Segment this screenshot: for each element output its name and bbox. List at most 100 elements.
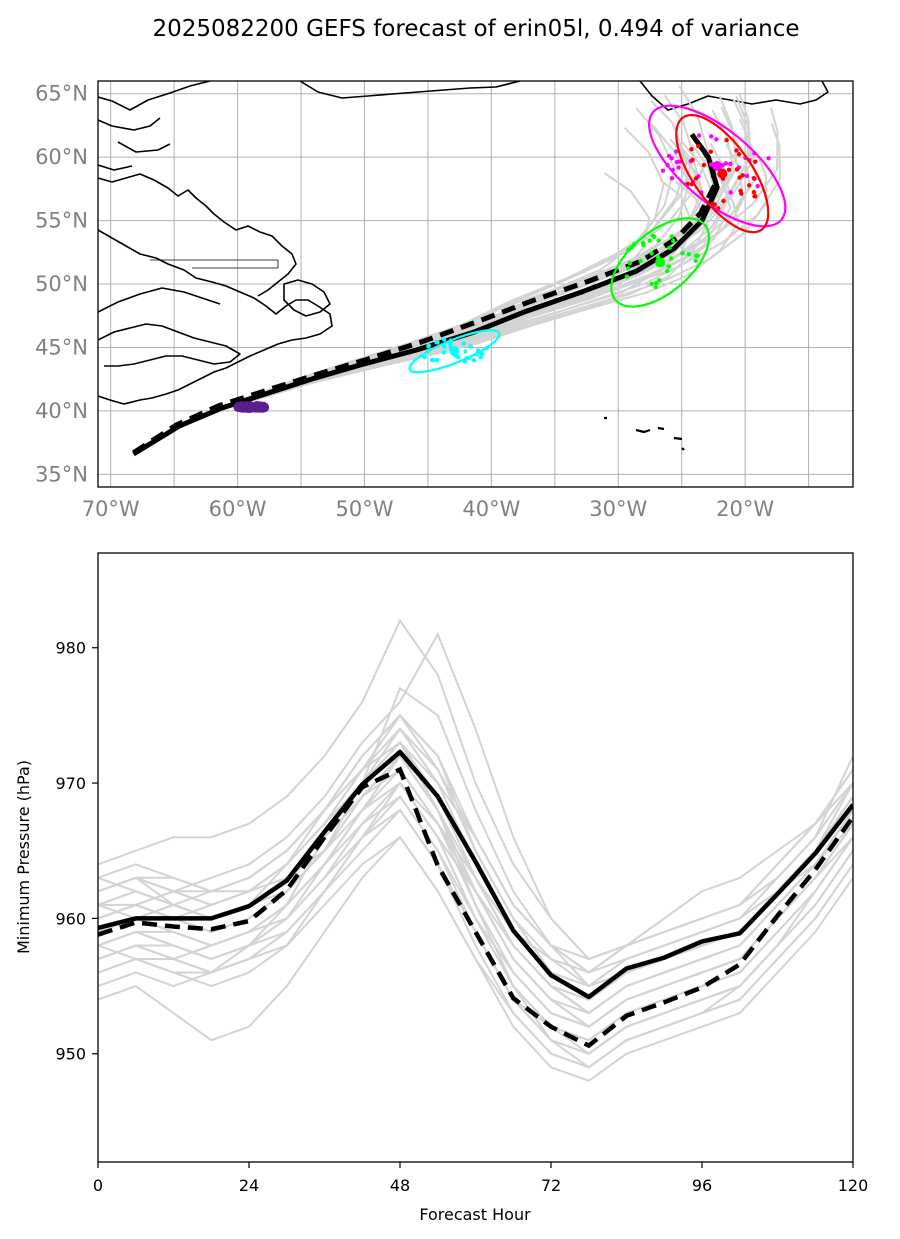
lat-tick-label: 45°N xyxy=(35,335,88,359)
position-point xyxy=(726,167,732,172)
position-point xyxy=(766,156,771,161)
position-point xyxy=(740,173,745,178)
map-frame xyxy=(97,80,854,488)
position-point xyxy=(667,245,672,250)
lat-tick-label: 65°N xyxy=(35,82,88,106)
coastline-nova-scotia xyxy=(98,323,241,367)
position-point xyxy=(728,161,733,167)
coastline-quebec xyxy=(98,229,333,405)
spread-ellipse xyxy=(648,104,787,228)
position-point xyxy=(647,238,652,243)
position-centroid xyxy=(717,168,728,179)
x-axis-label: Forecast Hour xyxy=(419,1205,531,1224)
lat-tick-label: 50°N xyxy=(35,272,88,296)
position-point xyxy=(708,149,714,154)
position-point xyxy=(478,354,483,360)
position-point xyxy=(753,194,758,199)
lon-tick-label: 40°W xyxy=(462,497,520,521)
figure-title: 2025082200 GEFS forecast of erin05l, 0.4… xyxy=(152,16,799,42)
position-point xyxy=(660,168,666,173)
position-point xyxy=(422,355,427,360)
position-point xyxy=(708,134,714,139)
position-point xyxy=(653,284,658,290)
position-point xyxy=(654,280,659,286)
pressure-ensemble-line xyxy=(98,781,853,1042)
x-tick-label: 120 xyxy=(838,1176,869,1195)
border-line xyxy=(150,259,279,269)
position-point xyxy=(668,256,674,261)
position-point xyxy=(736,152,742,157)
x-tick-label: 24 xyxy=(239,1176,259,1195)
spread-ellipses xyxy=(408,104,787,374)
position-point xyxy=(624,274,630,279)
position-point xyxy=(686,251,691,257)
y-tick-label: 960 xyxy=(55,909,86,928)
pressure-mean-line xyxy=(98,749,853,1000)
position-point xyxy=(447,341,453,346)
position-point xyxy=(721,198,726,204)
pressure-ensemble-line xyxy=(98,835,853,1069)
position-point xyxy=(456,355,461,360)
position-point xyxy=(638,258,643,264)
x-tick-label: 0 xyxy=(93,1176,103,1195)
coastlines xyxy=(98,81,829,451)
position-point xyxy=(625,266,631,271)
x-tick-label: 96 xyxy=(692,1176,712,1195)
lat-tick-label: 35°N xyxy=(35,462,88,486)
position-point xyxy=(649,281,654,286)
position-point xyxy=(441,337,447,342)
position-point xyxy=(254,401,265,412)
position-point xyxy=(657,278,662,283)
position-point xyxy=(649,251,654,256)
lat-tick-label: 60°N xyxy=(35,145,88,169)
position-centroid xyxy=(655,257,666,268)
y-tick-label: 970 xyxy=(55,774,86,793)
pressure-chart: 0 24 48 72 96 120 950 960 970 980 Forecast Hour M… xyxy=(14,552,868,1224)
lon-tick-label: 50°W xyxy=(335,497,393,521)
position-point xyxy=(693,176,699,181)
position-point xyxy=(723,161,729,166)
position-point xyxy=(435,340,440,345)
map-tick-labels: 35°N 40°N 45°N 50°N 55°N 60°N 65°N 70°W 60°W 50°W… xyxy=(35,82,774,521)
coastline-st-lawrence xyxy=(98,287,221,313)
pressure-frame xyxy=(97,552,854,1163)
position-point xyxy=(656,238,661,243)
position-centroid xyxy=(449,346,460,357)
position-point xyxy=(463,349,468,354)
coastline-greenland xyxy=(98,81,829,171)
position-centroid xyxy=(245,402,256,413)
coastline-labrador xyxy=(98,173,297,297)
coastline-newfoundland xyxy=(283,279,331,317)
coastline-azores xyxy=(604,416,685,451)
position-point xyxy=(431,358,436,363)
pressure-ensemble-lines xyxy=(98,618,853,1082)
pressure-ensemble-line xyxy=(98,767,853,1028)
pressure-ensemble-line xyxy=(98,808,853,1055)
position-point xyxy=(461,341,466,346)
position-point xyxy=(690,157,695,163)
pressure-ticks: 0 24 48 72 96 120 950 960 970 980 xyxy=(55,639,868,1195)
spread-ellipse xyxy=(610,217,711,308)
position-point xyxy=(696,133,702,138)
pressure-dashed-line xyxy=(98,766,853,1049)
y-tick-label: 980 xyxy=(55,639,86,658)
y-tick-label: 950 xyxy=(55,1045,86,1064)
track-map: 35°N 40°N 45°N 50°N 55°N 60°N 65°N 70°W 60°W 50°W… xyxy=(35,80,854,521)
spread-ellipse xyxy=(675,113,770,234)
position-point xyxy=(737,175,742,180)
position-point xyxy=(669,176,675,181)
position-point xyxy=(471,358,477,363)
position-point xyxy=(689,146,694,152)
position-point xyxy=(669,234,675,239)
position-point xyxy=(696,143,701,149)
position-point xyxy=(694,253,699,259)
position-point xyxy=(701,162,707,168)
position-point xyxy=(441,350,447,355)
position-point xyxy=(744,173,750,179)
lat-tick-label: 55°N xyxy=(35,209,88,233)
position-point xyxy=(442,344,447,349)
dashed-track xyxy=(132,150,718,455)
lat-tick-label: 40°N xyxy=(35,399,88,423)
position-point xyxy=(669,156,674,161)
